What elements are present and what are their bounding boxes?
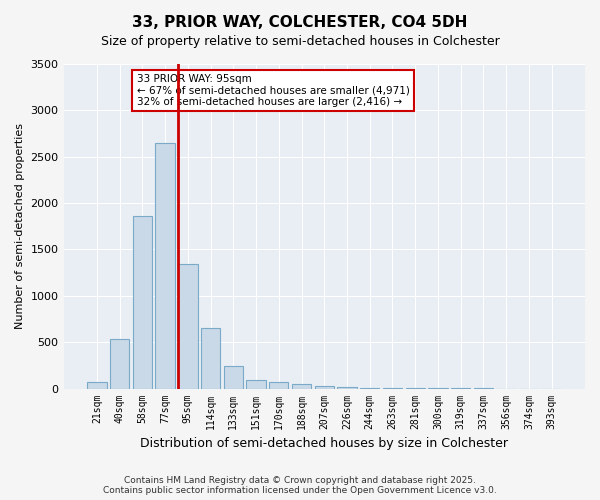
Text: 33 PRIOR WAY: 95sqm
← 67% of semi-detached houses are smaller (4,971)
32% of sem: 33 PRIOR WAY: 95sqm ← 67% of semi-detach…	[137, 74, 409, 107]
Bar	[269, 382, 289, 388]
Text: 33, PRIOR WAY, COLCHESTER, CO4 5DH: 33, PRIOR WAY, COLCHESTER, CO4 5DH	[133, 15, 467, 30]
Bar	[247, 380, 266, 388]
Text: Contains HM Land Registry data © Crown copyright and database right 2025.
Contai: Contains HM Land Registry data © Crown c…	[103, 476, 497, 495]
Bar	[337, 386, 356, 388]
Bar	[87, 382, 107, 388]
Bar	[224, 366, 243, 388]
Bar	[314, 386, 334, 388]
Bar	[155, 143, 175, 388]
Y-axis label: Number of semi-detached properties: Number of semi-detached properties	[15, 124, 25, 330]
X-axis label: Distribution of semi-detached houses by size in Colchester: Distribution of semi-detached houses by …	[140, 437, 508, 450]
Bar	[133, 216, 152, 388]
Bar	[201, 328, 220, 388]
Bar	[110, 340, 130, 388]
Bar	[292, 384, 311, 388]
Text: Size of property relative to semi-detached houses in Colchester: Size of property relative to semi-detach…	[101, 35, 499, 48]
Bar	[178, 264, 197, 388]
